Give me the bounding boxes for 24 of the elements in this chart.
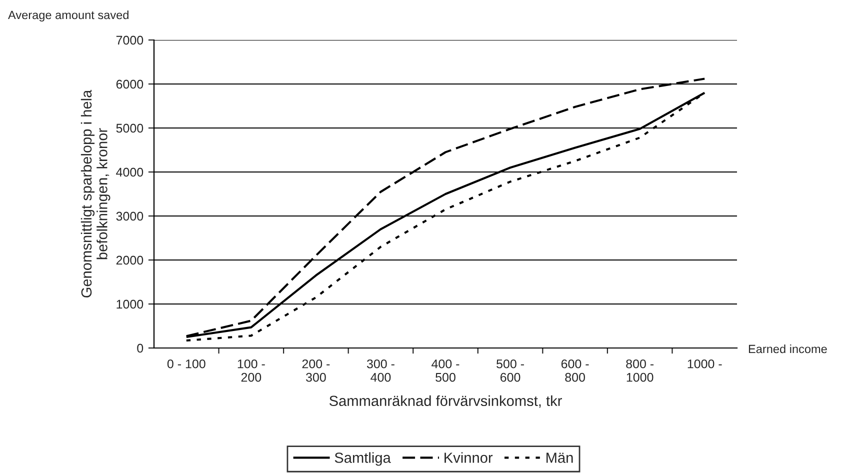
legend-label: Samtliga: [334, 452, 391, 466]
y-tick-label: 4000: [116, 168, 144, 177]
x-tick-label: 600 - 800: [561, 359, 589, 382]
text: Average amount saved: [8, 10, 128, 22]
y-tick-label: 0: [137, 344, 144, 353]
x-tick-label: 200 - 300: [302, 359, 330, 382]
y-tick-label: 7000: [116, 36, 144, 45]
x-tick-label: 1000 -: [688, 359, 722, 368]
x-tick-label: 100 - 200: [238, 359, 265, 382]
legend-label: Kvinnor: [444, 452, 493, 463]
x-tick-label: 400 - 500: [432, 359, 460, 382]
x-axis-title: Sammanräknad förvärvsinkomst, tkr: [329, 395, 562, 408]
y-tick-label: 3000: [116, 212, 144, 221]
y-tick-label: 2000: [116, 256, 144, 265]
x-tick-label: 300 - 400: [366, 359, 394, 382]
y-tick-label: 5000: [116, 124, 144, 133]
x-tick-label: 0 - 100: [167, 359, 206, 368]
legend-label: Män: [546, 452, 573, 463]
y-tick-label: 6000: [116, 80, 144, 89]
y-tick-label: 1000: [116, 300, 144, 309]
x-tick-label: 500 - 600: [496, 359, 524, 382]
text: Earned income: [748, 344, 827, 354]
y-axis-title: Genomsnittligt sparbelopp i hela befolkningen, kronor: [80, 90, 110, 298]
x-tick-label: 800 - 1000: [626, 359, 654, 382]
